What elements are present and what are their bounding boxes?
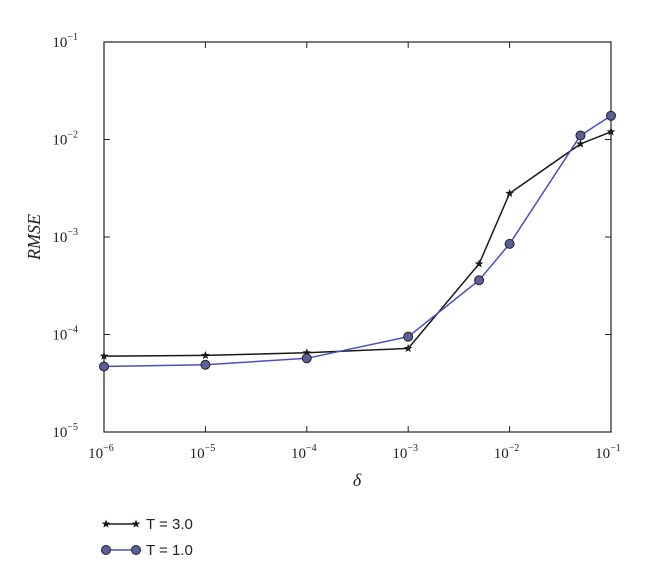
data-point-star [474,259,484,268]
data-point-hexagon [200,359,211,370]
data-point-star [201,350,210,360]
legend-hexagon-icon [101,545,111,555]
legend-item-t3: T = 3.0 [101,516,193,533]
data-point-star [302,348,312,357]
legend-label-t3: T = 3.0 [146,516,193,533]
x-tick-label: 10−6 [88,443,114,462]
series-line-1 [103,115,612,368]
legend-hexagon-icon [131,545,141,555]
data-point-hexagon [301,353,312,364]
y-tick-label: 10−5 [52,422,78,441]
data-point-star [505,188,514,198]
x-tick-label: 10−3 [392,443,418,462]
x-tick-label: 10−4 [291,443,317,462]
series-line-0 [103,131,612,357]
legend-item-t1: T = 1.0 [101,542,193,559]
y-axis-label: RMSE [24,214,44,261]
legend-star-icon [131,519,141,528]
series-markers [99,110,616,372]
y-tick-label: 10−2 [52,130,78,149]
x-tick-label: 10−5 [190,443,216,462]
data-point-star [606,127,616,136]
legend: T = 3.0 T = 1.0 [101,516,193,559]
x-tick-label: 10−2 [494,443,520,462]
data-point-hexagon [474,275,485,286]
y-tick-label: 10−4 [52,325,78,344]
legend-label-t1: T = 1.0 [146,542,193,559]
x-tick-label: 10−1 [595,443,621,462]
y-tick-label: 10−3 [52,227,78,246]
data-point-hexagon [403,331,414,342]
data-point-hexagon [575,130,586,141]
data-point-hexagon [606,110,616,121]
data-point-star [576,139,585,148]
data-point-star [99,351,109,360]
x-axis-label: δ [353,470,362,490]
series-lines [103,115,612,368]
legend-star-icon [101,519,111,528]
plot-frame [103,41,612,433]
data-point-hexagon [99,361,109,372]
axis-ticks: 10−6 10−5 10−4 10−3 10−2 10−1 10−5 10−4 10−3 10−2… [52,32,620,462]
data-point-hexagon [504,238,515,249]
y-tick-label: 10−1 [52,32,78,51]
data-point-star [403,343,413,353]
